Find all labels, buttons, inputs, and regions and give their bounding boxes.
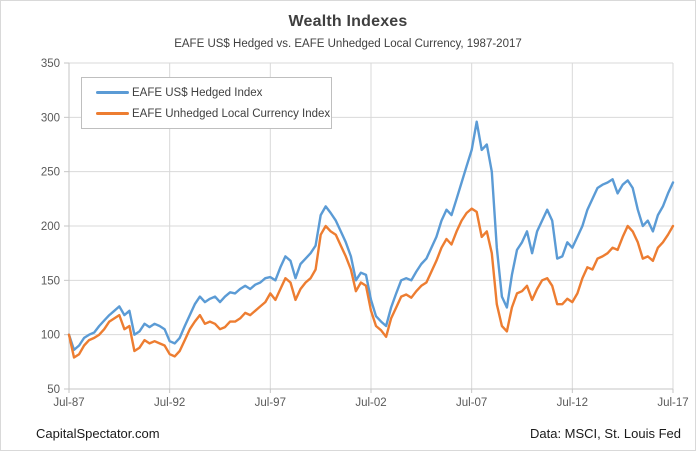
legend-item-hedged: EAFE US$ Hedged Index (96, 87, 331, 99)
source-site-text: CapitalSpectator.com (36, 426, 160, 441)
y-tick-label-350: 350 (41, 58, 60, 70)
legend-item-unhedged: EAFE Unhedged Local Currency Index (96, 108, 331, 120)
x-tick-label-Jul-97: Jul-97 (255, 397, 286, 409)
legend-line-swatch-hedged (96, 90, 129, 95)
x-tick-label-Jul-07: Jul-07 (456, 397, 487, 409)
legend-label-hedged: EAFE US$ Hedged Index (132, 86, 263, 99)
series-line-hedged (67, 120, 675, 352)
x-tick-label-Jul-17: Jul-17 (657, 397, 688, 409)
legend-line-swatch-unhedged (96, 111, 129, 116)
legend-label-unhedged: EAFE Unhedged Local Currency Index (132, 107, 331, 120)
y-tick-label-300: 300 (41, 112, 60, 124)
chart-subtitle: EAFE US$ Hedged vs. EAFE Unhedged Local … (174, 38, 522, 50)
x-tick-label-Jul-12: Jul-12 (557, 397, 588, 409)
y-tick-label-200: 200 (41, 221, 60, 233)
data-source-text: Data: MSCI, St. Louis Fed (529, 426, 681, 441)
series-lines (67, 120, 675, 359)
y-tick-label-250: 250 (41, 167, 60, 179)
legend: EAFE US$ Hedged Index EAFE Unhedged Loca… (81, 77, 332, 129)
y-tick-label-100: 100 (41, 330, 60, 342)
x-tick-label-Jul-92: Jul-92 (154, 397, 185, 409)
y-tick-label-150: 150 (41, 275, 60, 287)
axis-tick-labels: 50 100 150 200 250 300 350 Jul-87 Jul-92 Jul-97 Ju… (41, 58, 689, 409)
chart-title: Wealth Indexes (288, 13, 408, 30)
y-tick-label-50: 50 (47, 384, 60, 396)
x-tick-label-Jul-87: Jul-87 (53, 397, 84, 409)
x-tick-label-Jul-02: Jul-02 (355, 397, 386, 409)
series-line-unhedged (67, 207, 675, 359)
